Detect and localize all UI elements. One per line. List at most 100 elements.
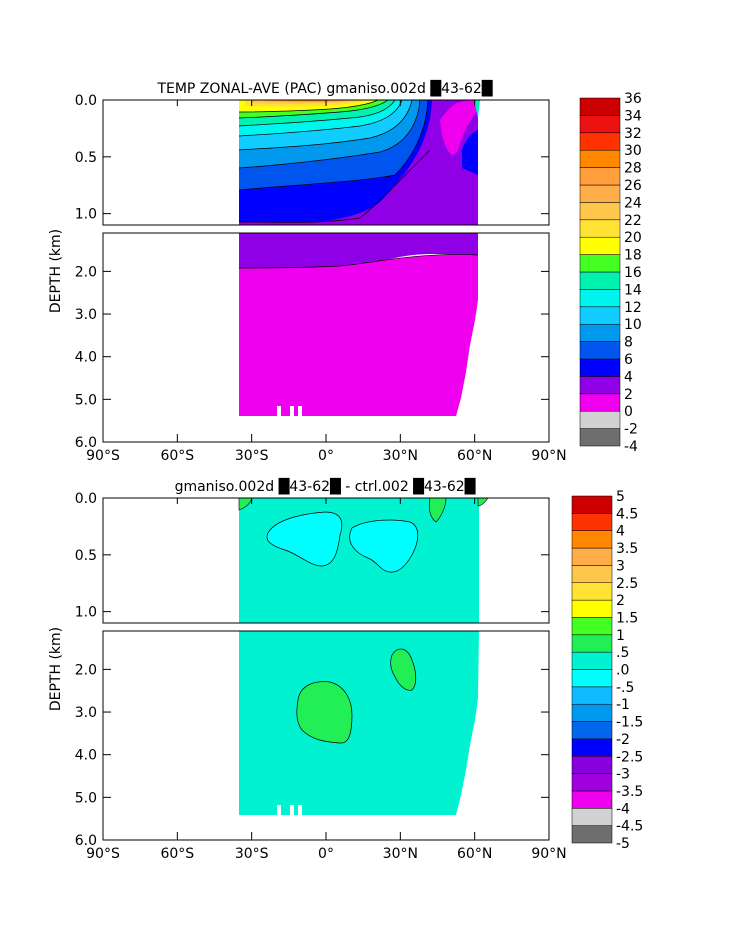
colorbar-label: 24: [624, 195, 642, 211]
x-tick-label: 90°S: [86, 448, 120, 464]
colorbar-swatch: [579, 323, 621, 342]
chart1-title: TEMP ZONAL-AVE (PAC) gmaniso.002d █43-62…: [156, 79, 492, 97]
y-tick-label: 2.0: [75, 662, 97, 678]
y-tick-label: 0.0: [75, 93, 97, 109]
colorbar-label: 12: [624, 300, 642, 316]
colorbar-swatch: [579, 184, 621, 203]
chart2-upper-field: [238, 498, 489, 623]
colorbar-swatch: [571, 825, 613, 844]
x-tick-label: 60°N: [457, 448, 492, 464]
chart1-upper-field: [238, 100, 480, 225]
colorbar-label: 10: [624, 317, 642, 333]
chart1-y-tick-labels: 0.0 0.5 1.0 2.0 3.0 4.0 5.0 6.0: [75, 93, 97, 451]
colorbar-label: -2: [624, 422, 638, 438]
colorbar-swatch: [579, 254, 621, 273]
chart2-x-tick-labels: 90°S 60°S 30°S 0° 30°N 60°N 90°N: [86, 846, 567, 862]
x-tick-label: 90°S: [86, 846, 120, 862]
colorbar-label: .5: [616, 645, 629, 661]
field-4-6-north: [462, 130, 478, 175]
colorbar-label: 1: [616, 628, 625, 644]
colorbar-label: 28: [624, 161, 642, 177]
x-tick-label: 90°N: [531, 448, 566, 464]
colorbar-label: -2: [616, 732, 630, 748]
colorbar-label: 2: [624, 387, 633, 403]
colorbar-label: 4: [624, 369, 633, 385]
colorbar-label: -4: [616, 801, 630, 817]
field-0-2-north: [440, 100, 478, 155]
colorbar-swatch: [571, 756, 613, 774]
colorbar-label: 32: [624, 126, 642, 142]
colorbar-label: 14: [624, 282, 642, 298]
chart1-upper-contours: [238, 100, 431, 223]
colorbar-swatch: [579, 202, 621, 221]
colorbar-swatch: [579, 167, 621, 186]
colorbar-swatch: [579, 132, 621, 151]
colorbar-label: 3.5: [616, 541, 638, 557]
colorbar-label: -1: [616, 697, 630, 713]
colorbar-swatch: [579, 358, 621, 377]
colorbar-label: 8: [624, 335, 633, 351]
colorbar-swatch: [579, 341, 621, 360]
colorbar-swatch: [579, 428, 621, 447]
colorbar-swatch: [579, 149, 621, 168]
x-tick-label: 60°S: [160, 846, 194, 862]
colorbar-swatch: [571, 669, 613, 688]
colorbar-swatch: [571, 617, 613, 636]
colorbar-label: 0: [624, 404, 633, 420]
colorbar-swatch: [579, 97, 621, 116]
colorbar-swatch: [579, 306, 621, 325]
chart2-ticks: [102, 497, 550, 841]
colorbar-label: 5: [616, 489, 625, 505]
colorbar-swatch: [579, 219, 621, 238]
colorbar-label: 36: [624, 91, 642, 107]
y-tick-label: 2.0: [75, 264, 97, 280]
y-tick-label: 6.0: [75, 435, 97, 451]
y-tick-label: 3.0: [75, 307, 97, 323]
y-tick-label: 0.5: [75, 548, 97, 564]
x-tick-label: 30°N: [383, 448, 418, 464]
colorbar-label: 26: [624, 178, 642, 194]
colorbar-swatch: [571, 495, 613, 514]
colorbar-label: 2.5: [616, 576, 638, 592]
colorbar-label: 4.5: [616, 506, 638, 522]
field-2-4-lower: [239, 233, 478, 268]
colorbar-label: 18: [624, 248, 642, 264]
x-tick-label: 30°S: [235, 448, 269, 464]
colorbar-label: -1.5: [616, 715, 643, 731]
colorbar-swatch: [579, 289, 621, 308]
colorbar-label: -4: [624, 439, 638, 455]
colorbar-swatch: [579, 410, 621, 429]
field-14-16-north: [474, 100, 480, 118]
y-tick-label: 0.5: [75, 150, 97, 166]
colorbar-label: -2.5: [616, 749, 643, 765]
colorbar-swatch: [571, 773, 613, 792]
colorbar-swatch: [571, 530, 613, 549]
y-tick-label: 3.0: [75, 705, 97, 721]
colorbar-swatch: [571, 686, 613, 705]
colorbar-label: 16: [624, 265, 642, 281]
colorbar-swatch: [571, 703, 613, 722]
y-tick-label: 1.0: [75, 207, 97, 223]
colorbar-swatch: [571, 547, 613, 566]
x-tick-label: 90°N: [531, 846, 566, 862]
chart2-y-tick-labels: 0.0 0.5 1.0 2.0 3.0 4.0 5.0 6.0: [75, 491, 97, 849]
colorbar-label: -3.5: [616, 784, 643, 800]
colorbar-swatch: [579, 236, 621, 255]
y-tick-label: 4.0: [75, 350, 97, 366]
colorbar-label: 30: [624, 143, 642, 159]
colorbar-swatch: [571, 721, 613, 740]
y-tick-label: 1.0: [75, 605, 97, 621]
chart1-x-tick-labels: 90°S 60°S 30°S 0° 30°N 60°N 90°N: [86, 448, 567, 464]
colorbar-swatch: [571, 808, 613, 826]
colorbar-label: 22: [624, 213, 642, 229]
colorbar-swatch: [579, 115, 621, 134]
colorbar-swatch: [579, 376, 621, 395]
y-tick-label: 6.0: [75, 833, 97, 849]
x-tick-label: 30°N: [383, 846, 418, 862]
colorbar-swatch: [571, 582, 613, 601]
x-tick-label: 0°: [318, 448, 334, 464]
colorbar-label: -.5: [616, 680, 634, 696]
y-tick-label: 5.0: [75, 392, 97, 408]
chart2-lower-field: [239, 631, 479, 815]
colorbar-label: 3: [616, 558, 625, 574]
